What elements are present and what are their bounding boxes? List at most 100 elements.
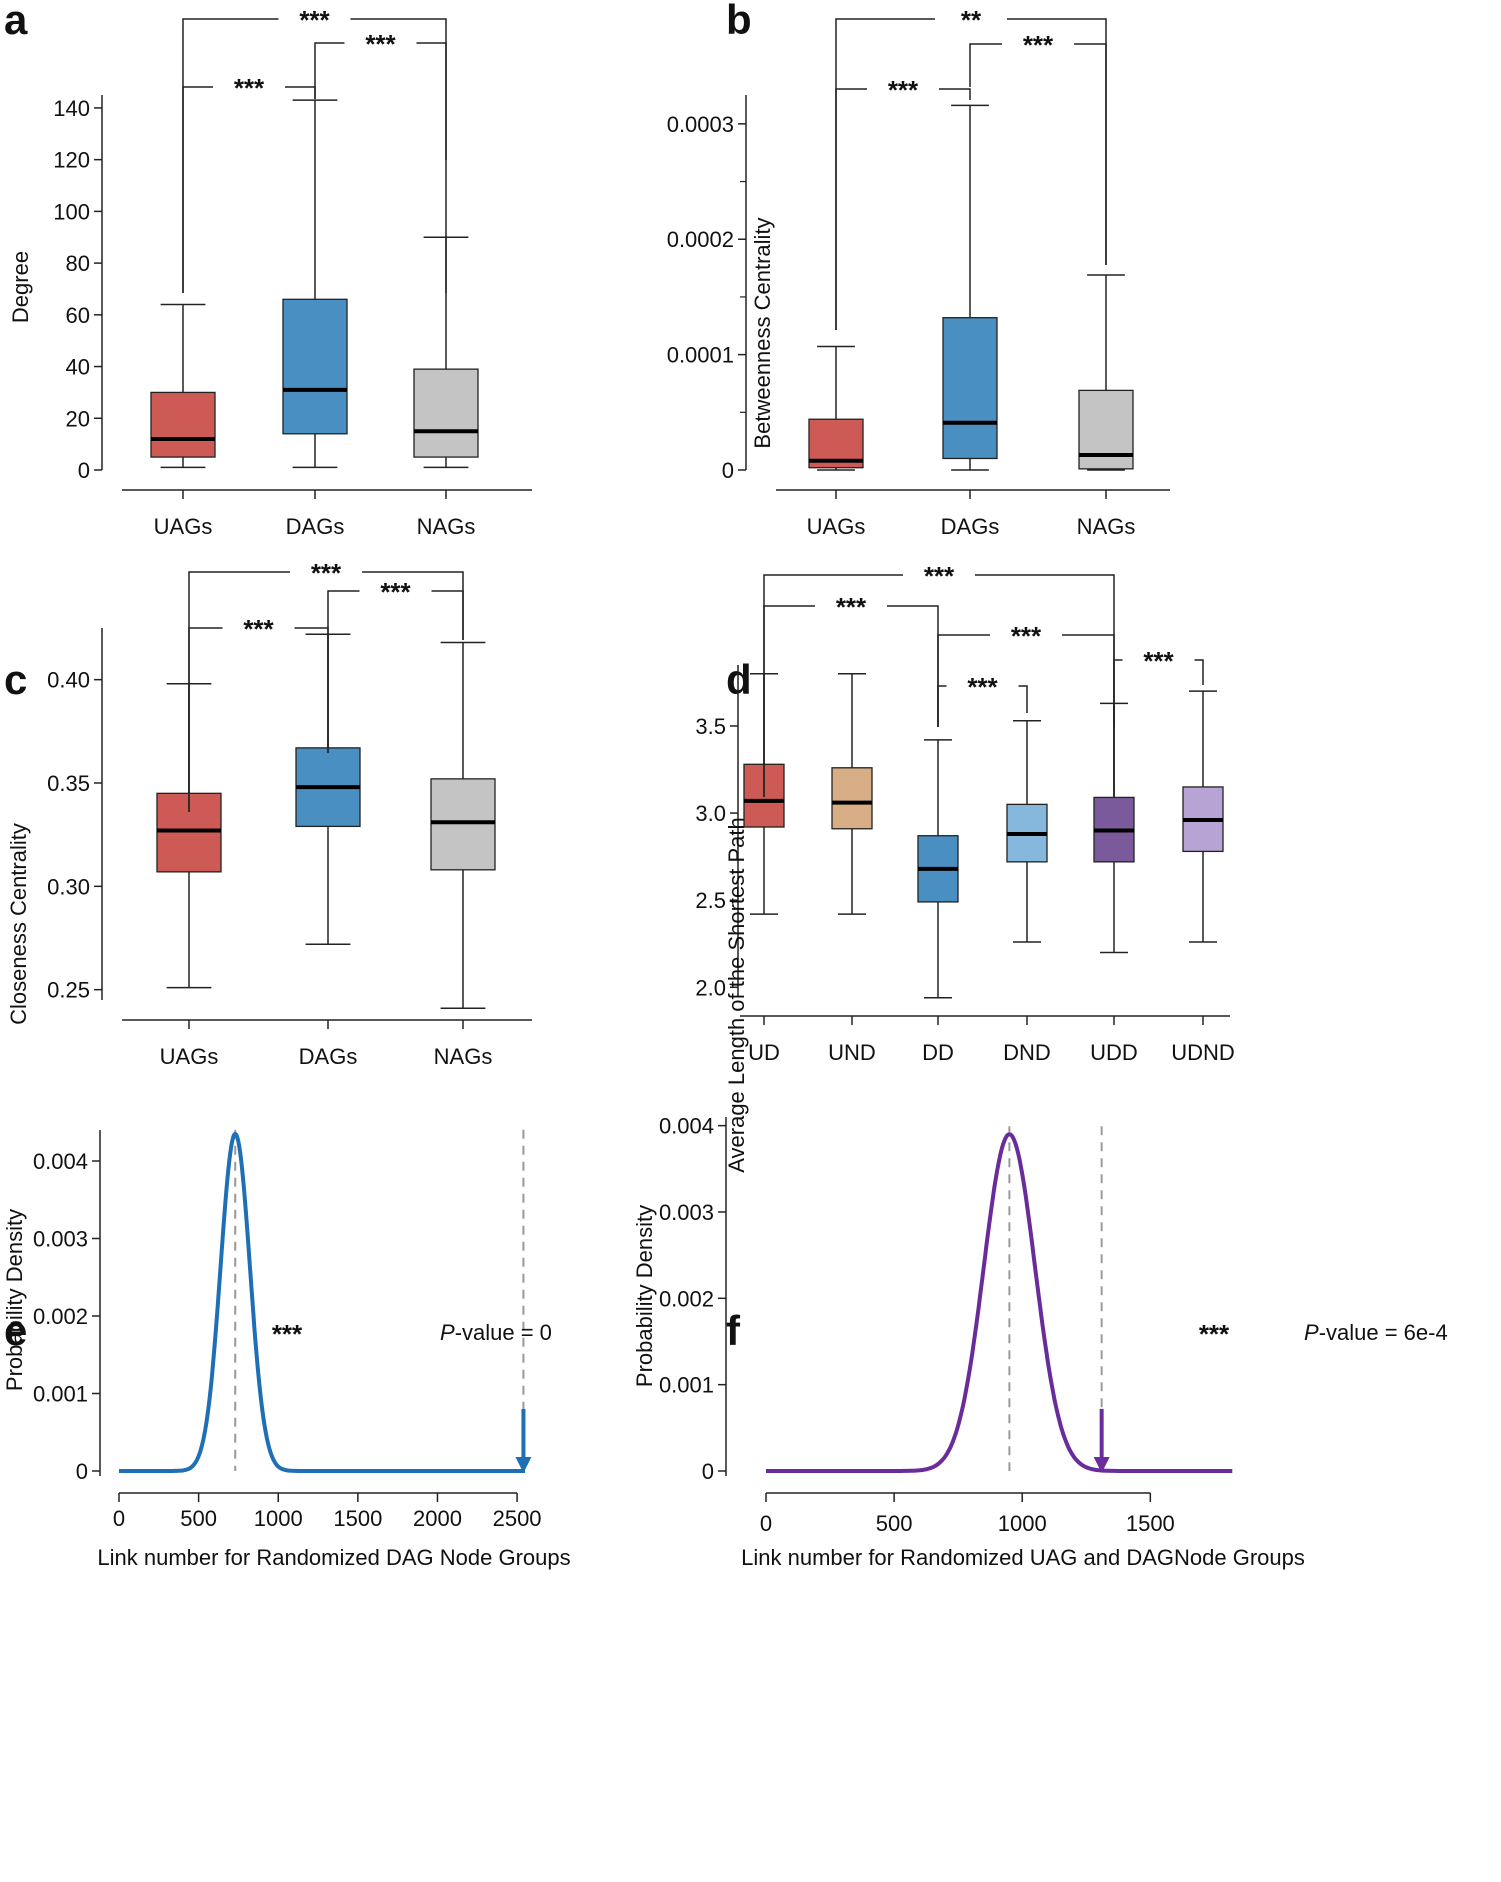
y-tick-label: 0.30 xyxy=(47,874,90,899)
x-tick-label: 1000 xyxy=(254,1506,303,1531)
x-tick-label: 0 xyxy=(760,1511,772,1536)
y-tick-label: 0.0002 xyxy=(667,227,734,252)
category-label: UD xyxy=(748,1040,780,1065)
y-tick-label: 0.004 xyxy=(659,1114,714,1139)
panel-letter-a: a xyxy=(4,0,28,43)
bracket-dd-dnd-label: *** xyxy=(967,672,998,702)
y-tick-label: 2.0 xyxy=(695,975,726,1000)
y-tick-label: 0.004 xyxy=(33,1149,88,1174)
y-tick-label: 0 xyxy=(78,458,90,483)
y-tick-label: 120 xyxy=(53,148,90,173)
bracket-uag-dag xyxy=(835,88,971,330)
category-label: NAGs xyxy=(434,1044,493,1069)
bracket-uag-dag-label-bg xyxy=(213,75,285,99)
bracket-dag-nag-label: *** xyxy=(365,29,396,59)
box-DAGs xyxy=(942,317,998,460)
category-label: UAGs xyxy=(807,514,866,539)
category-label: DAGs xyxy=(299,1044,358,1069)
density-curve-f xyxy=(765,1132,1233,1473)
y-tick-label: 0 xyxy=(702,1459,714,1484)
bracket-dd-udd-label-bg xyxy=(990,623,1062,647)
pvalue-e: P-value = 0 xyxy=(440,1320,552,1345)
bracket-uag-nag-label-bg xyxy=(290,560,362,584)
y-tick-label: 140 xyxy=(53,96,90,121)
x-tick-label: 1500 xyxy=(333,1506,382,1531)
bracket-uag-nag-label-bg xyxy=(278,7,351,31)
panel-c-closeness-boxplot: 0.25 0.30 0.35 0.40 Closeness Centrality UAGs… xyxy=(6,558,532,1069)
bracket-udd-udnd-label: *** xyxy=(1143,646,1174,676)
bracket-uag-dag-label: *** xyxy=(243,614,274,644)
peak-stars-e: *** xyxy=(272,1319,303,1349)
y-axis-label-e: Probability Density xyxy=(2,1209,27,1391)
y-tick-label: 0.35 xyxy=(47,771,90,796)
category-label: DAGs xyxy=(941,514,1000,539)
x-axis-label-f: Link number for Randomized UAG and DAGNo… xyxy=(741,1545,1305,1570)
panel-letter-b: b xyxy=(726,0,752,43)
density-curve-e xyxy=(117,1131,527,1473)
y-tick-label: 3.5 xyxy=(695,714,726,739)
bracket-uag-nag-label: ** xyxy=(961,5,982,35)
y-tick-label: 2.5 xyxy=(695,888,726,913)
y-axis-label-b: Betweenness Centrality xyxy=(750,217,775,448)
bracket-dag-nag-label-bg xyxy=(359,579,432,603)
bracket-uag-nag-label-bg xyxy=(935,7,1007,31)
bracket-dd-dnd-label-bg xyxy=(946,674,1019,698)
y-tick-label: 0.003 xyxy=(33,1227,88,1252)
panel-letter-e: e xyxy=(4,1307,27,1354)
category-label: UDND xyxy=(1171,1040,1235,1065)
bracket-ud-dd-label: *** xyxy=(836,592,867,622)
bracket-dd-udd xyxy=(937,634,1115,798)
y-tick-label: 0 xyxy=(76,1459,88,1484)
panel-f-density-plot: 0 0.001 0.002 0.003 0.004 0 500 1000 1500 Probabi… xyxy=(632,1114,1305,1570)
box-UAGs xyxy=(150,391,216,458)
category-label: DAGs xyxy=(286,514,345,539)
y-tick-label: 0.0003 xyxy=(667,112,734,137)
bracket-uag-nag xyxy=(835,18,1107,330)
x-axis-label-e: Link number for Randomized DAG Node Grou… xyxy=(97,1545,570,1570)
x-tick-label: 1000 xyxy=(998,1511,1047,1536)
category-label: NAGs xyxy=(1077,514,1136,539)
bracket-dag-nag xyxy=(969,43,1107,265)
category-label: NAGs xyxy=(417,514,476,539)
panel-letter-c: c xyxy=(4,656,27,703)
peak-stars-f: *** xyxy=(1199,1319,1230,1349)
y-tick-label: 40 xyxy=(66,355,90,380)
bracket-ud-dd-label-bg xyxy=(815,594,887,618)
y-tick-label: 80 xyxy=(66,251,90,276)
y-tick-label: 3.0 xyxy=(695,801,726,826)
x-tick-label: 2000 xyxy=(413,1506,462,1531)
bracket-dag-nag-label: *** xyxy=(380,577,411,607)
box-NAGs xyxy=(430,778,496,871)
bracket-udd-udnd xyxy=(1113,659,1204,798)
category-label: UAGs xyxy=(160,1044,219,1069)
y-axis-label-d: Average Length of the Shortest Path xyxy=(724,817,749,1173)
box-NAGs xyxy=(413,368,479,458)
bracket-dag-nag xyxy=(327,590,464,753)
y-axis-label-f: Probability Density xyxy=(632,1205,657,1387)
y-tick-label: 0.25 xyxy=(47,978,90,1003)
box-UND xyxy=(831,767,873,830)
x-tick-label: 500 xyxy=(876,1511,913,1536)
bracket-dag-nag xyxy=(314,42,447,160)
y-tick-label: 60 xyxy=(66,303,90,328)
box-DAGs xyxy=(282,298,348,435)
box-NAGs xyxy=(1078,389,1134,470)
bracket-dag-nag-label-bg xyxy=(1002,32,1074,56)
category-label: UAGs xyxy=(154,514,213,539)
pvalue-e-prefix: P xyxy=(440,1320,455,1345)
pvalue-f-prefix: P xyxy=(1304,1320,1319,1345)
category-label: DD xyxy=(922,1040,954,1065)
y-tick-label: 0.002 xyxy=(659,1286,714,1311)
panel-a-degree-boxplot: 0 20 40 60 80 100 120 140 Degree UAGs DAGs NAGs *** *… xyxy=(8,5,532,539)
x-tick-label: 0 xyxy=(113,1506,125,1531)
category-label: UDD xyxy=(1090,1040,1138,1065)
observed-arrow-head xyxy=(515,1457,532,1473)
observed-arrow-head xyxy=(1093,1457,1110,1473)
bracket-uag-dag xyxy=(182,86,316,293)
y-tick-label: 0.40 xyxy=(47,668,90,693)
bracket-uag-dag-label: *** xyxy=(888,75,919,105)
y-axis-label-a: Degree xyxy=(8,251,33,323)
x-tick-label: 2500 xyxy=(493,1506,542,1531)
bracket-dag-nag-label: *** xyxy=(1023,30,1054,60)
